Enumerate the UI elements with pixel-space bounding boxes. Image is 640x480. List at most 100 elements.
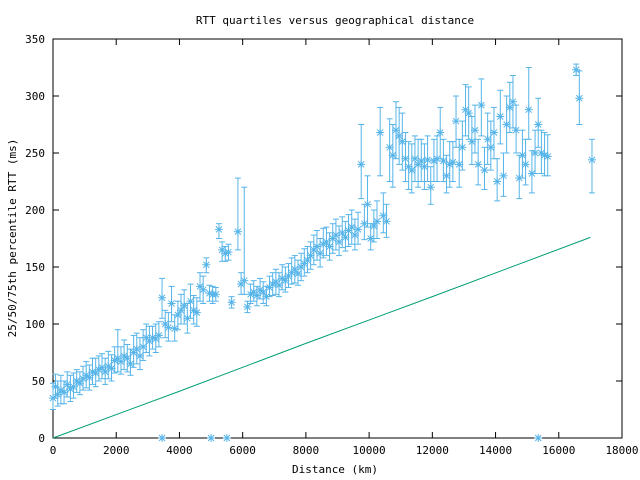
data-point	[183, 314, 192, 323]
data-point	[161, 320, 170, 328]
data-point	[426, 183, 435, 192]
data-point	[587, 155, 596, 164]
star-stroke	[484, 135, 492, 143]
star-stroke	[70, 383, 77, 391]
star-stroke	[202, 261, 210, 269]
star-stroke	[73, 377, 81, 385]
data-point	[240, 276, 249, 285]
x-axis-label: Distance (km)	[292, 463, 378, 476]
star-stroke	[193, 309, 201, 316]
star-stroke	[392, 126, 400, 134]
data-point	[357, 160, 366, 169]
x-tick-label: 16000	[542, 444, 575, 457]
data-point	[477, 101, 486, 110]
star-stroke	[588, 156, 596, 164]
star-stroke	[452, 117, 460, 125]
star-stroke	[455, 161, 463, 168]
star-stroke	[187, 297, 194, 305]
x-tick-label: 8000	[293, 444, 320, 457]
data-point	[534, 120, 543, 129]
star-stroke	[424, 156, 431, 164]
star-stroke	[572, 66, 580, 74]
star-stroke	[471, 126, 479, 134]
star-stroke	[383, 218, 390, 225]
star-stroke	[398, 138, 406, 145]
star-stroke	[421, 163, 428, 171]
star-stroke	[155, 332, 163, 339]
y-tick-label: 300	[25, 90, 45, 103]
star-stroke	[278, 275, 286, 282]
data-point	[51, 382, 60, 391]
star-stroke	[342, 234, 349, 241]
data-point	[158, 434, 167, 442]
data-point	[222, 434, 231, 442]
star-stroke	[228, 298, 235, 306]
star-stroke	[313, 243, 321, 250]
star-stroke	[174, 311, 182, 319]
star-stroke	[348, 223, 356, 231]
star-stroke	[427, 183, 435, 191]
star-stroke	[123, 354, 131, 362]
star-stroke	[351, 231, 359, 239]
star-stroke	[465, 109, 473, 117]
star-stroke	[515, 174, 523, 182]
star-stroke	[364, 200, 371, 208]
star-stroke	[207, 434, 215, 442]
star-stroke	[468, 138, 476, 145]
star-stroke	[575, 94, 583, 102]
star-stroke	[98, 363, 106, 371]
data-point	[464, 109, 473, 118]
star-stroke	[408, 166, 416, 174]
star-stroke	[82, 371, 90, 379]
star-stroke	[417, 157, 425, 165]
star-stroke	[76, 379, 84, 387]
star-stroke	[63, 381, 71, 388]
data-point	[173, 310, 182, 319]
star-stroke	[316, 249, 324, 257]
star-stroke	[294, 270, 302, 278]
star-stroke	[234, 228, 242, 236]
x-tick-label: 12000	[416, 444, 449, 457]
data-point	[202, 260, 211, 269]
y-tick-label: 50	[32, 375, 45, 388]
data-point	[496, 112, 505, 121]
star-stroke	[142, 334, 150, 342]
star-stroke	[500, 172, 507, 180]
series-line	[52, 236, 591, 439]
y-axis-label: 25/50/75th percentile RTT (ms)	[6, 139, 19, 338]
star-stroke	[149, 334, 156, 342]
data-point	[499, 171, 508, 180]
data-point	[489, 128, 498, 137]
star-stroke	[525, 106, 533, 114]
star-stroke	[490, 129, 498, 136]
star-stroke	[538, 149, 545, 157]
star-stroke	[534, 121, 542, 128]
star-stroke	[256, 286, 264, 294]
star-stroke	[335, 238, 343, 246]
data-point	[363, 200, 372, 209]
y-tick-label: 250	[25, 147, 45, 160]
data-point	[512, 126, 521, 135]
data-point	[410, 154, 419, 163]
data-point	[505, 103, 514, 112]
star-stroke	[528, 170, 536, 177]
star-stroke	[218, 246, 226, 254]
data-point	[158, 293, 167, 302]
star-stroke	[477, 101, 485, 109]
data-point	[227, 298, 236, 307]
star-stroke	[449, 158, 457, 166]
data-point	[420, 162, 429, 171]
star-stroke	[307, 252, 314, 259]
data-point	[543, 152, 552, 161]
star-stroke	[503, 121, 510, 128]
star-stroke	[259, 288, 267, 296]
data-point	[211, 290, 220, 299]
data-point	[113, 354, 122, 363]
star-stroke	[459, 143, 466, 151]
star-stroke	[443, 172, 450, 180]
y-tick-label: 100	[25, 318, 45, 331]
data-point	[436, 128, 445, 137]
star-stroke	[120, 352, 128, 360]
star-stroke	[136, 352, 144, 360]
star-stroke	[117, 358, 125, 365]
